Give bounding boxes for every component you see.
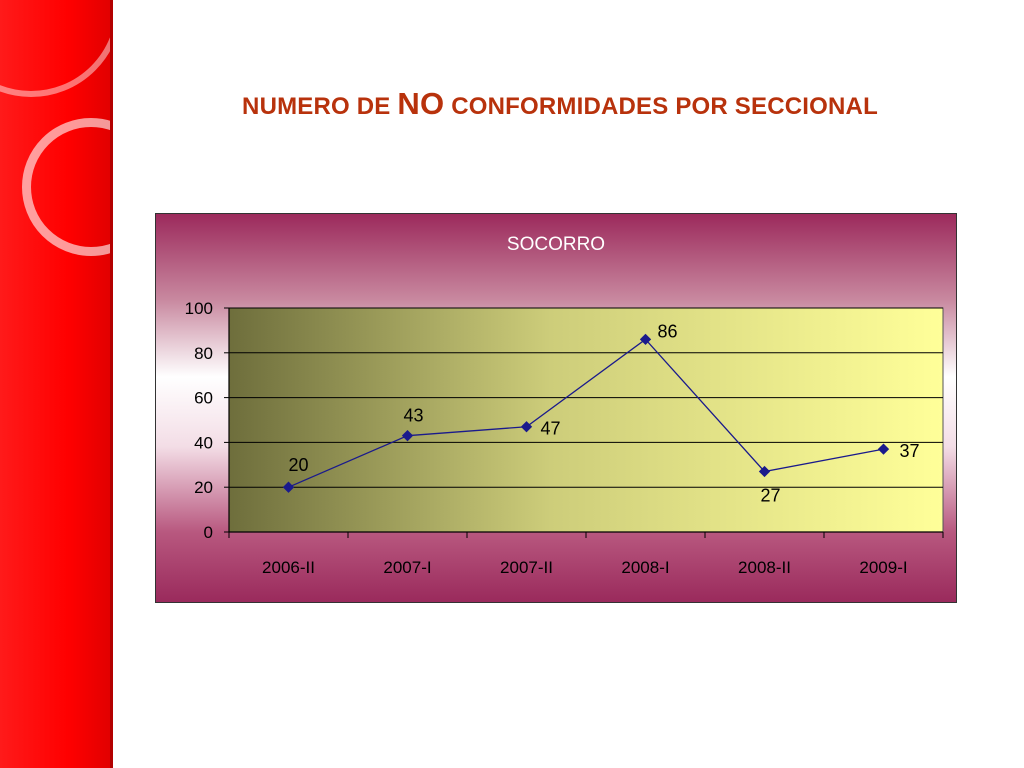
data-point — [520, 421, 533, 433]
data-point — [282, 481, 295, 493]
data-point — [401, 430, 414, 442]
y-tick-label: 100 — [185, 299, 213, 318]
y-tick-label: 80 — [194, 344, 213, 363]
x-tick-label: 2008-II — [738, 558, 791, 577]
x-tick-label: 2008-I — [621, 558, 669, 577]
data-point — [877, 443, 890, 455]
y-tick-label: 0 — [204, 523, 213, 542]
series-line — [288, 338, 884, 488]
plot-area — [228, 307, 944, 533]
title-prefix: NUMERO DE — [242, 93, 391, 120]
data-point — [639, 333, 652, 346]
chart-frame: SOCORRO 0 20 40 60 80 100 2006-II 2007-I 2007-II… — [155, 213, 957, 603]
page-title: NUMERO DE NO CONFORMIDADES POR SECCIONAL — [140, 86, 980, 122]
title-suffix: CONFORMIDADES POR SECCIONAL — [451, 93, 878, 120]
data-label: 86 — [657, 321, 677, 341]
x-tick-label: 2007-II — [500, 558, 553, 577]
line-chart: 0 20 40 60 80 100 2006-II 2007-I 2007-II 2008-I 20… — [185, 299, 944, 577]
data-label: 43 — [403, 406, 423, 426]
y-tick-label: 60 — [194, 389, 213, 408]
data-label: 47 — [540, 419, 560, 439]
y-tick-label: 40 — [194, 433, 213, 452]
decorative-ring — [0, 0, 113, 97]
side-band-edge — [110, 0, 113, 768]
chart-title: SOCORRO — [506, 234, 606, 255]
x-tick-label: 2007-I — [383, 558, 431, 577]
x-tick-label: 2009-I — [859, 558, 907, 577]
decorative-side-band — [0, 0, 113, 768]
decorative-ring — [22, 118, 113, 256]
data-label: 20 — [288, 455, 308, 475]
data-label: 27 — [760, 486, 780, 506]
title-emphasis: NO — [397, 86, 445, 121]
x-tick-label: 2006-II — [262, 558, 315, 577]
y-tick-label: 20 — [194, 478, 213, 497]
data-label: 37 — [899, 441, 919, 461]
